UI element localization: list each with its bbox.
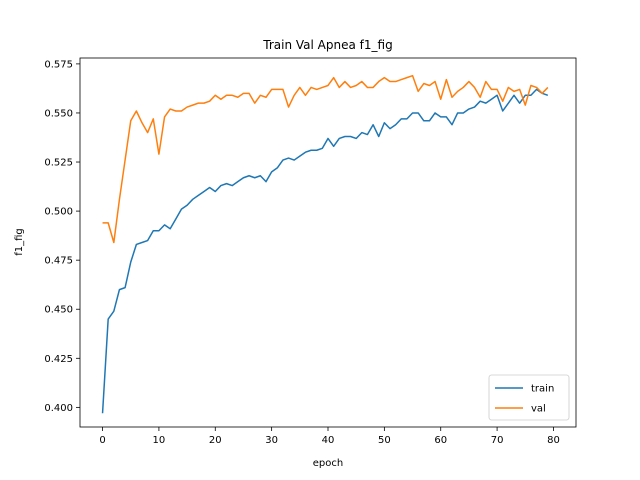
- y-tick-label: 0.500: [44, 207, 73, 218]
- x-tick-label: 40: [322, 435, 335, 446]
- y-tick-label: 0.400: [44, 403, 73, 414]
- y-tick-label: 0.425: [44, 354, 73, 365]
- legend-label-train: train: [531, 384, 554, 395]
- legend-label-val: val: [531, 404, 546, 415]
- chart-title: Train Val Apnea f1_fig: [262, 38, 392, 52]
- x-tick-label: 70: [491, 435, 504, 446]
- y-tick-label: 0.550: [44, 108, 73, 119]
- legend-box: [488, 374, 570, 421]
- x-tick-label: 80: [547, 435, 560, 446]
- y-tick-label: 0.525: [44, 158, 73, 169]
- series-line-train: [101, 88, 549, 414]
- y-tick-label: 0.450: [44, 305, 73, 316]
- x-tick-label: 10: [153, 435, 166, 446]
- y-axis: 0.400 0.425 0.450 0.475 0.500 0.525 0.550 0.575: [44, 59, 80, 414]
- x-tick-label: 30: [265, 435, 278, 446]
- x-axis-label: epoch: [313, 458, 343, 469]
- legend: train val: [488, 374, 570, 421]
- x-tick-label: 0: [99, 435, 105, 446]
- x-axis: 0 10 20 30 40 50 60 70 80: [99, 427, 560, 446]
- y-tick-label: 0.475: [44, 256, 73, 267]
- y-axis-label: f1_fig: [14, 228, 25, 256]
- series-lines: [101, 74, 549, 414]
- x-tick-label: 50: [378, 435, 391, 446]
- y-tick-label: 0.575: [44, 59, 73, 70]
- series-line-val: [102, 74, 549, 244]
- x-tick-label: 20: [209, 435, 222, 446]
- x-tick-label: 60: [434, 435, 447, 446]
